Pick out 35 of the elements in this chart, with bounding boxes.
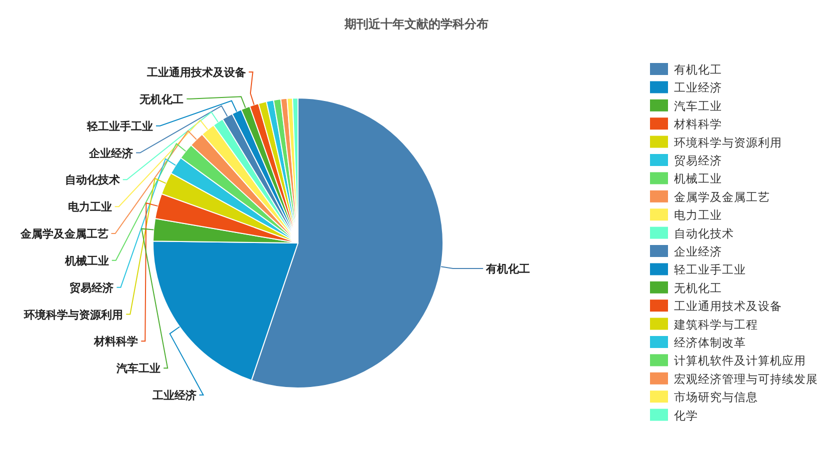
legend-label: 工业经济 — [674, 80, 722, 95]
legend-label: 有机化工 — [674, 62, 722, 76]
legend-label: 宏观经济管理与可持续发展 — [674, 372, 818, 386]
slice-label: 有机化工 — [485, 262, 530, 276]
slice-label: 金属学及金属工艺 — [19, 228, 108, 240]
slice-label: 工业经济 — [151, 389, 196, 402]
legend-label: 化学 — [674, 408, 698, 422]
slice-label: 无机化工 — [138, 92, 184, 106]
legend-label: 建筑科学与工程 — [673, 317, 758, 332]
slice-label: 机械工业 — [64, 254, 109, 268]
slice-label: 自动化技术 — [64, 174, 120, 187]
slice-label: 材料科学 — [93, 335, 138, 348]
legend-label: 市场研究与信息 — [674, 390, 758, 404]
legend-label: 贸易经济 — [674, 154, 722, 168]
legend-label: 机械工业 — [674, 172, 722, 186]
slice-label: 环境科学与资源利用 — [23, 308, 124, 322]
legend-label: 工业通用技术及设备 — [674, 299, 782, 314]
legend-label: 金属学及金属工艺 — [674, 190, 770, 204]
chart-title: 期刊近十年文献的学科分布 — [344, 17, 488, 31]
slice-label: 电力工业 — [68, 200, 112, 214]
legend-label: 材料科学 — [673, 117, 722, 132]
legend-label: 企业经济 — [674, 244, 722, 258]
legend-label: 无机化工 — [674, 280, 722, 295]
legend-label: 环境科学与资源利用 — [674, 135, 782, 150]
slice-label: 汽车工业 — [116, 362, 161, 376]
legend-label: 电力工业 — [674, 208, 722, 222]
legend-label: 轻工业手工业 — [674, 262, 746, 277]
slice-label: 企业经济 — [88, 146, 134, 160]
slice-label: 贸易经济 — [70, 281, 114, 294]
legend-label: 经济体制改革 — [674, 336, 746, 350]
slice-label: 轻工业手工业 — [86, 120, 154, 133]
legend-label: 计算机软件及计算机应用 — [674, 354, 806, 368]
legend-label: 汽车工业 — [674, 98, 722, 113]
slice-label: 工业通用技术及设备 — [146, 66, 246, 79]
legend-label: 自动化技术 — [674, 226, 734, 240]
